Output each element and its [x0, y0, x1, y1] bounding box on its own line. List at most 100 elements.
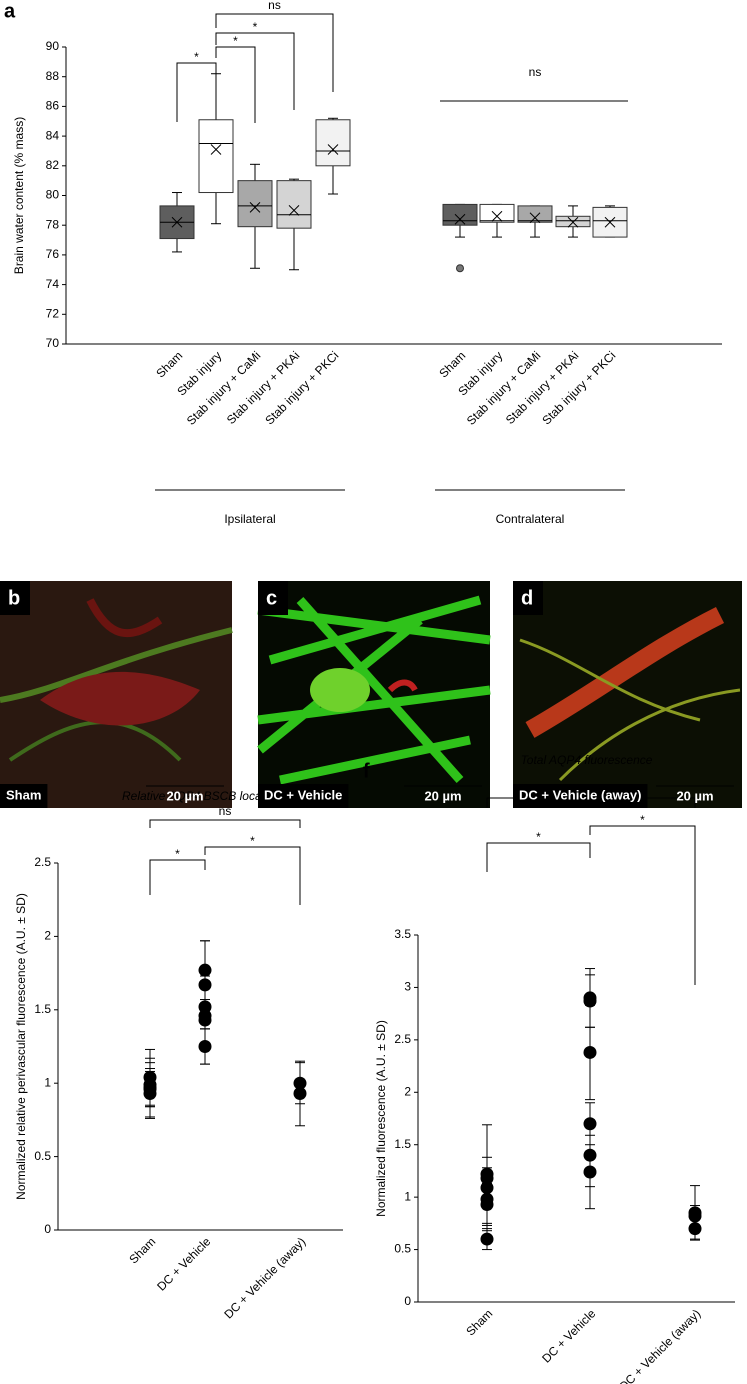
x-tick-label: DC + Vehicle [539, 1306, 598, 1365]
y-tick-label: 76 [46, 247, 60, 261]
mean-marker [491, 210, 503, 222]
y-tick-label: 88 [46, 69, 60, 83]
y-axis-label: Normalized fluorescence (A.U. ± SD) [374, 1020, 388, 1217]
x-tick-label: Sham [436, 348, 468, 380]
data-point [480, 1232, 494, 1246]
box [555, 215, 591, 228]
y-tick-label: 0 [404, 1294, 411, 1308]
significance-label: * [536, 830, 541, 844]
significance-label: * [175, 847, 180, 861]
mean-marker [171, 216, 183, 228]
significance-label: * [194, 50, 199, 64]
mean-marker [249, 202, 261, 213]
image-label: DC + Vehicle (away) [519, 787, 641, 802]
x-tick-label: Sham [153, 348, 185, 380]
image-label-box [258, 784, 349, 808]
data-point [293, 1086, 307, 1100]
significance-bracket [215, 32, 295, 110]
y-tick-label: 72 [46, 306, 60, 320]
mean-marker [567, 216, 579, 228]
y-tick-label: 70 [46, 336, 60, 350]
data-point [688, 1209, 702, 1223]
data-point [198, 1040, 212, 1053]
image-label-box [0, 784, 48, 808]
box [442, 203, 478, 226]
y-tick-label: 1 [44, 1075, 51, 1089]
significance-bracket [149, 859, 206, 895]
chart-title: Relative AQP4 BSCB localization [122, 789, 299, 803]
box [517, 205, 553, 223]
mean-marker [288, 204, 300, 216]
y-tick-label: 2.5 [34, 855, 51, 869]
significance-bracket [204, 846, 301, 905]
panel-letter-box [258, 581, 288, 615]
y-tick-label: 0 [44, 1222, 51, 1236]
box [479, 203, 515, 223]
micrograph-d [513, 581, 742, 808]
significance-bracket [215, 46, 256, 123]
data-point [143, 1081, 157, 1095]
x-tick-label: DC + Vehicle (away) [616, 1306, 703, 1384]
scale-bar-label: 20 µm [166, 788, 203, 803]
group-label: Ipsilateral [224, 512, 275, 526]
significance-label: ns [219, 804, 232, 818]
panel-letter-box [0, 581, 30, 615]
y-tick-label: 3 [404, 980, 411, 994]
significance-bracket [149, 819, 301, 828]
y-tick-label: 1 [404, 1189, 411, 1203]
significance-bracket [589, 825, 696, 985]
y-tick-label: 0.5 [394, 1242, 411, 1256]
y-tick-label: 0.5 [34, 1149, 51, 1163]
mean-marker [210, 144, 222, 155]
y-tick-label: 90 [46, 39, 60, 53]
micrograph-c [257, 581, 491, 808]
data-point [480, 1197, 494, 1211]
panel-letter-box [513, 581, 543, 615]
y-tick-label: 82 [46, 158, 60, 172]
mean-marker [604, 216, 616, 228]
panel-letter: c [266, 587, 277, 609]
significance-label: ns [268, 0, 281, 12]
x-tick-label: Sham [463, 1306, 495, 1338]
box [237, 180, 273, 228]
significance-bracket [486, 842, 591, 872]
x-tick-label: Sham [126, 1234, 158, 1266]
significance-label: * [250, 834, 255, 848]
data-point [583, 1165, 597, 1179]
x-tick-label: Stab injury + PKAi [224, 348, 303, 427]
box [315, 119, 351, 167]
box [276, 180, 312, 229]
y-axis-label: Normalized relative perivascular fluores… [14, 893, 28, 1200]
y-tick-label: 74 [46, 277, 60, 291]
significance-bracket [176, 62, 217, 122]
x-tick-label: DC + Vehicle [154, 1234, 213, 1293]
x-tick-label: Stab injury + PKCi [262, 348, 341, 427]
image-label: Sham [6, 787, 41, 802]
y-tick-label: 2.5 [394, 1032, 411, 1046]
panel-letter: a [4, 0, 16, 22]
significance-bracket [215, 13, 334, 92]
panel-letter: f [363, 760, 370, 782]
y-tick-label: 78 [46, 217, 60, 231]
box [198, 119, 234, 194]
mean-marker [529, 212, 541, 224]
group-label: Contralateral [496, 512, 565, 526]
y-tick-label: 2 [44, 929, 51, 943]
data-point [198, 1013, 212, 1027]
mean-marker [327, 144, 339, 155]
scale-bar-label: 20 µm [676, 788, 713, 803]
scale-bar-label: 20 µm [424, 788, 461, 803]
panel-letter: b [8, 587, 20, 609]
y-tick-label: 2 [404, 1084, 411, 1098]
y-tick-label: 84 [46, 128, 60, 142]
mean-marker [454, 213, 466, 225]
y-tick-label: 86 [46, 99, 60, 113]
data-point [583, 1045, 597, 1059]
y-axis-label: Brain water content (% mass) [12, 117, 26, 274]
image-label: DC + Vehicle [264, 787, 342, 802]
data-point [583, 994, 597, 1008]
y-tick-label: 1.5 [34, 1002, 51, 1016]
y-tick-label: 1.5 [394, 1137, 411, 1151]
micrograph-b [0, 581, 233, 808]
